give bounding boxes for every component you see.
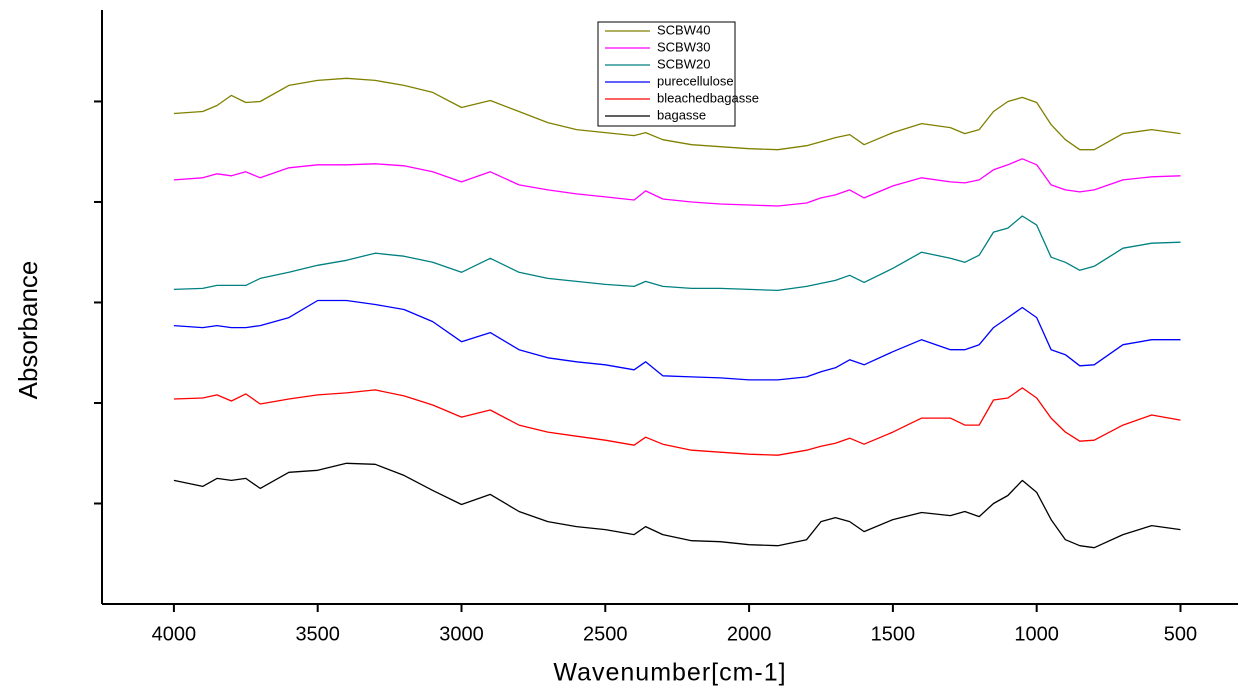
series-line xyxy=(173,77,1181,151)
legend-label: SCBW40 xyxy=(657,22,710,37)
legend-label: purecellulose xyxy=(657,73,734,88)
y-axis-label: Absorbance xyxy=(13,261,43,400)
x-tick-label: 2000 xyxy=(727,623,772,645)
legend-label: bleachedbagasse xyxy=(657,90,759,105)
legend-label: bagasse xyxy=(657,107,706,122)
x-tick-label: 4000 xyxy=(152,623,197,645)
series-line xyxy=(173,158,1181,207)
x-tick-label: 2500 xyxy=(583,623,628,645)
legend-label: SCBW30 xyxy=(657,39,710,54)
x-tick-label: 1500 xyxy=(871,623,916,645)
x-tick-label: 500 xyxy=(1164,623,1197,645)
x-tick-label: 3500 xyxy=(295,623,340,645)
legend-box xyxy=(597,21,736,127)
series-line xyxy=(173,215,1181,292)
x-axis-label: Wavenumber[cm-1] xyxy=(553,659,786,687)
legend-label: SCBW20 xyxy=(657,56,710,71)
series-line xyxy=(173,299,1181,381)
x-tick-label: 3000 xyxy=(439,623,484,645)
series-line xyxy=(173,462,1181,549)
series-line xyxy=(173,387,1181,456)
x-tick-label: 1000 xyxy=(1014,623,1059,645)
